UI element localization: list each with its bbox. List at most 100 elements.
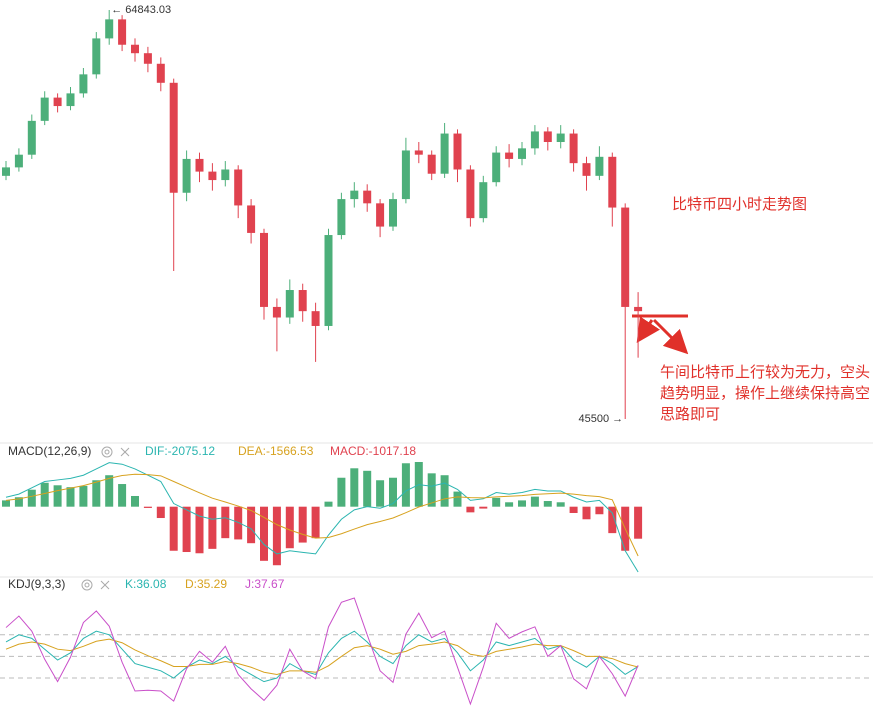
macd-bar xyxy=(363,470,372,507)
candle-body xyxy=(272,306,281,318)
macd-bar xyxy=(92,480,101,507)
macd-bar xyxy=(530,496,539,507)
macd-bar xyxy=(479,506,488,509)
candle-body xyxy=(543,131,552,143)
legend-value: D:35.29 xyxy=(185,577,227,591)
candle-body xyxy=(169,82,178,193)
macd-bar xyxy=(195,506,204,554)
candle-body xyxy=(337,199,346,236)
candle-body xyxy=(221,169,230,181)
macd-bar xyxy=(79,485,88,507)
candle-body xyxy=(260,232,268,307)
macd-bar xyxy=(608,506,617,534)
candle-body xyxy=(324,235,333,326)
candle-body xyxy=(156,63,165,83)
candle-body xyxy=(479,182,488,219)
macd-bar xyxy=(143,506,152,508)
candle-body xyxy=(195,158,204,172)
macd-bar xyxy=(324,501,333,507)
candle-body xyxy=(466,169,475,219)
candle-body xyxy=(2,167,10,176)
candle-body xyxy=(569,133,578,164)
indicator-line xyxy=(5,638,639,675)
candle-body xyxy=(350,190,359,200)
candle-body xyxy=(118,19,127,45)
high-marker: ← 64843.03 xyxy=(111,4,171,16)
macd-bar xyxy=(505,502,514,507)
macd-bar xyxy=(569,506,578,513)
macd-bar xyxy=(40,482,49,507)
macd-bar xyxy=(247,506,256,544)
macd-bar xyxy=(105,475,114,507)
legend-value: DEA:-1566.53 xyxy=(238,444,314,458)
candle-body xyxy=(27,120,36,155)
legend-value: MACD:-1017.18 xyxy=(330,444,416,458)
macd-title: MACD(12,26,9) xyxy=(8,444,91,458)
macd-bar xyxy=(118,484,127,507)
macd-bar xyxy=(492,497,501,507)
candle-body xyxy=(453,133,462,170)
macd-bar xyxy=(260,506,268,561)
low-marker: 45500 → xyxy=(579,413,624,425)
candle-body xyxy=(608,156,617,208)
candle-body xyxy=(131,44,139,54)
candle-body xyxy=(401,150,410,200)
close-icon[interactable] xyxy=(100,580,110,590)
candle-body xyxy=(40,97,49,121)
macd-bar xyxy=(2,500,10,507)
macd-bar xyxy=(27,489,36,507)
candle-body xyxy=(208,171,217,181)
macd-bar xyxy=(14,497,23,507)
candle-body xyxy=(530,131,539,149)
candle-body xyxy=(247,205,256,233)
candle-body xyxy=(105,19,114,39)
settings-icon[interactable] xyxy=(81,579,93,591)
macd-bar xyxy=(466,506,475,513)
macd-bar xyxy=(53,485,62,507)
candle-body xyxy=(518,148,526,159)
legend-value: DIF:-2075.12 xyxy=(145,444,215,458)
close-icon[interactable] xyxy=(120,447,130,457)
candle-body xyxy=(556,133,565,143)
macd-bar xyxy=(427,473,436,507)
candle-body xyxy=(66,93,75,107)
macd-bar xyxy=(401,463,410,507)
candle-body xyxy=(298,290,307,312)
macd-bar xyxy=(595,506,604,515)
kdj-title: KDJ(9,3,3) xyxy=(8,577,65,591)
macd-bar xyxy=(440,475,449,507)
indicator-line xyxy=(5,473,639,557)
candle-body xyxy=(79,74,88,94)
candle-body xyxy=(634,306,643,312)
macd-bar xyxy=(582,506,591,520)
macd-bar xyxy=(350,468,359,507)
candle-body xyxy=(14,154,23,168)
settings-icon[interactable] xyxy=(101,446,113,458)
macd-bar xyxy=(66,487,75,507)
candle-body xyxy=(621,207,630,307)
candle-body xyxy=(363,190,372,204)
candle-body xyxy=(285,290,294,318)
legend-value: K:36.08 xyxy=(125,577,167,591)
macd-bar xyxy=(208,506,217,549)
macd-bar xyxy=(131,495,139,507)
candle-body xyxy=(492,152,501,183)
macd-bar xyxy=(221,506,230,539)
macd-bar xyxy=(272,506,281,566)
indicator-line xyxy=(5,630,639,683)
candle-body xyxy=(234,169,243,206)
candle-body xyxy=(427,154,436,174)
macd-bar xyxy=(518,500,526,507)
candle-body xyxy=(53,97,62,107)
macd-bar xyxy=(234,506,243,540)
candle-body xyxy=(505,152,514,159)
macd-bar xyxy=(285,506,294,549)
candle-body xyxy=(414,150,423,155)
macd-bar xyxy=(337,477,346,507)
candle-body xyxy=(595,156,604,176)
macd-bar xyxy=(169,506,178,551)
candle-body xyxy=(143,53,152,64)
candle-body xyxy=(311,311,320,326)
